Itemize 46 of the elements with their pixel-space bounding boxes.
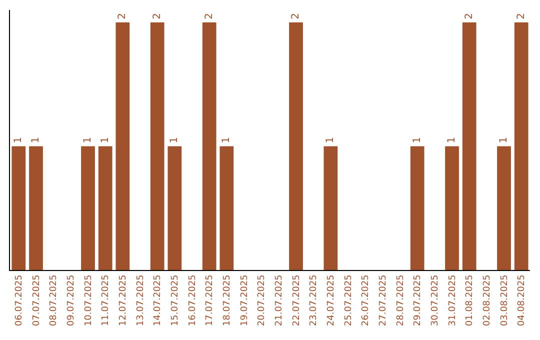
data-label: 1 [169,136,180,144]
x-tick-label: 09.07.2025 [66,274,77,326]
data-label: 1 [82,136,94,144]
data-label: 1 [325,136,336,144]
x-tick-label: 07.07.2025 [32,274,42,326]
x-tick-label: 29.07.2025 [413,274,424,326]
x-tick-label: 14.07.2025 [153,274,164,326]
x-tick-label: 18.07.2025 [222,274,233,326]
data-label: 1 [498,136,510,144]
data-label: 2 [290,13,302,20]
x-tick-label: 01.08.2025 [465,274,476,326]
data-label: 2 [204,13,215,20]
x-tick-label: 23.07.2025 [309,274,320,326]
x-tick-label: 26.07.2025 [361,274,372,326]
x-tick-label: 11.07.2025 [101,274,112,326]
x-tick-label: 24.07.2025 [326,274,337,326]
data-label: 1 [30,136,42,144]
data-label: 1 [221,136,232,144]
data-label: 2 [464,13,475,20]
data-label: 1 [100,136,111,144]
x-tick-label: 17.07.2025 [205,274,216,326]
data-label: 1 [13,136,24,144]
x-tick-label: 03.08.2025 [500,274,510,326]
x-tick-label: 31.07.2025 [448,274,458,326]
x-tick-label: 28.07.2025 [396,274,406,326]
x-tick-label: 02.08.2025 [482,274,493,326]
x-tick-label: 22.07.2025 [292,274,302,326]
data-label: 1 [412,136,423,144]
data-label: 2 [117,13,128,20]
x-tick-label: 10.07.2025 [84,274,94,326]
x-tick-label: 12.07.2025 [118,274,129,326]
x-tick-label: 06.07.2025 [14,274,25,326]
x-tick-label: 16.07.2025 [188,274,198,326]
x-tick-label: 13.07.2025 [136,274,146,326]
x-tick-label: 30.07.2025 [430,274,441,326]
x-tick-label: 04.08.2025 [517,274,528,326]
x-tick-label: 08.07.2025 [49,274,60,326]
x-tick-label: 19.07.2025 [240,274,250,326]
x-tick-label: 20.07.2025 [257,274,268,326]
data-label: 2 [516,13,527,20]
data-label: 2 [152,13,163,20]
x-tick-label: 27.07.2025 [378,274,389,326]
x-tick-label: 25.07.2025 [344,274,354,326]
data-label: 1 [446,136,458,144]
x-tick-label: 21.07.2025 [274,274,285,326]
x-tick-label: 15.07.2025 [170,274,181,326]
